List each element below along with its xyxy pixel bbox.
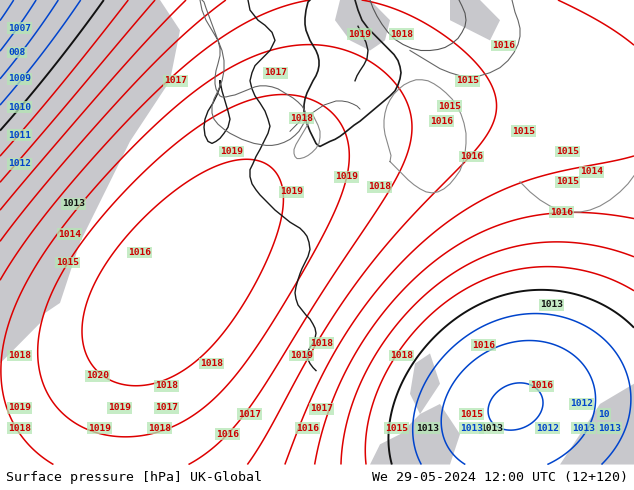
Text: 1019: 1019	[8, 403, 31, 413]
Text: 1007: 1007	[8, 24, 31, 33]
Text: 1016: 1016	[550, 208, 573, 217]
Text: 1018: 1018	[290, 114, 313, 122]
Text: 1015: 1015	[456, 76, 479, 85]
Text: 1018: 1018	[368, 182, 391, 191]
Text: 1015: 1015	[460, 410, 483, 418]
Polygon shape	[560, 384, 634, 465]
Text: 1017: 1017	[164, 76, 187, 85]
Text: Surface pressure [hPa] UK-Global: Surface pressure [hPa] UK-Global	[6, 471, 262, 484]
Text: 1015: 1015	[438, 101, 461, 111]
Text: 1015: 1015	[556, 147, 579, 156]
Text: 1011: 1011	[8, 131, 31, 140]
Text: 1016: 1016	[460, 152, 483, 161]
Text: 1016: 1016	[128, 248, 151, 257]
Text: 1015: 1015	[556, 177, 579, 186]
Text: 1018: 1018	[310, 339, 333, 348]
Text: 1017: 1017	[310, 404, 333, 414]
Polygon shape	[410, 353, 440, 414]
Polygon shape	[0, 0, 60, 343]
Text: 1015: 1015	[512, 127, 535, 136]
Text: 1017: 1017	[238, 410, 261, 418]
Polygon shape	[450, 0, 500, 40]
Text: 1019: 1019	[280, 187, 303, 196]
Text: 1016: 1016	[492, 41, 515, 50]
Polygon shape	[335, 0, 390, 50]
Text: 1013: 1013	[540, 300, 563, 310]
Text: 1013: 1013	[416, 424, 439, 433]
Text: 1012: 1012	[536, 424, 559, 433]
Polygon shape	[0, 0, 180, 364]
Text: 1018: 1018	[8, 424, 31, 433]
Text: 008: 008	[8, 48, 25, 57]
Text: 1019: 1019	[348, 30, 371, 39]
Text: 1018: 1018	[148, 424, 171, 433]
Text: 1010: 1010	[8, 102, 31, 112]
Text: 1013: 1013	[480, 424, 503, 433]
Text: 1013: 1013	[460, 424, 483, 433]
Text: 1016: 1016	[472, 341, 495, 350]
Text: 1015: 1015	[56, 258, 79, 267]
Text: 1018: 1018	[8, 351, 31, 360]
Text: 1013: 1013	[598, 424, 621, 433]
Text: 1019: 1019	[335, 172, 358, 181]
Text: 1013: 1013	[62, 199, 85, 208]
Text: 1014: 1014	[580, 167, 603, 176]
Text: 1020: 1020	[86, 371, 109, 380]
Text: 1018: 1018	[200, 359, 223, 368]
Text: 1016: 1016	[296, 424, 319, 433]
Text: 1019: 1019	[108, 403, 131, 413]
Text: 1019: 1019	[290, 351, 313, 360]
Text: 1014: 1014	[58, 230, 81, 239]
Text: 10: 10	[598, 410, 609, 418]
Text: 1019: 1019	[220, 147, 243, 156]
Polygon shape	[0, 0, 80, 343]
Text: 1019: 1019	[88, 424, 111, 433]
Text: 1018: 1018	[390, 351, 413, 360]
Text: 1017: 1017	[264, 68, 287, 77]
Text: 1016: 1016	[216, 430, 239, 439]
Text: 1018: 1018	[390, 30, 413, 39]
Text: 1016: 1016	[530, 381, 553, 390]
Text: We 29-05-2024 12:00 UTC (12+120): We 29-05-2024 12:00 UTC (12+120)	[372, 471, 628, 484]
Text: 1012: 1012	[570, 399, 593, 409]
Text: 1018: 1018	[155, 381, 178, 390]
Text: 1009: 1009	[8, 74, 31, 83]
Text: 1013: 1013	[572, 424, 595, 433]
Polygon shape	[370, 404, 460, 465]
Text: 1017: 1017	[155, 403, 178, 413]
Text: 1015: 1015	[385, 424, 408, 433]
Text: 1012: 1012	[8, 159, 31, 168]
Text: 1016: 1016	[430, 117, 453, 125]
